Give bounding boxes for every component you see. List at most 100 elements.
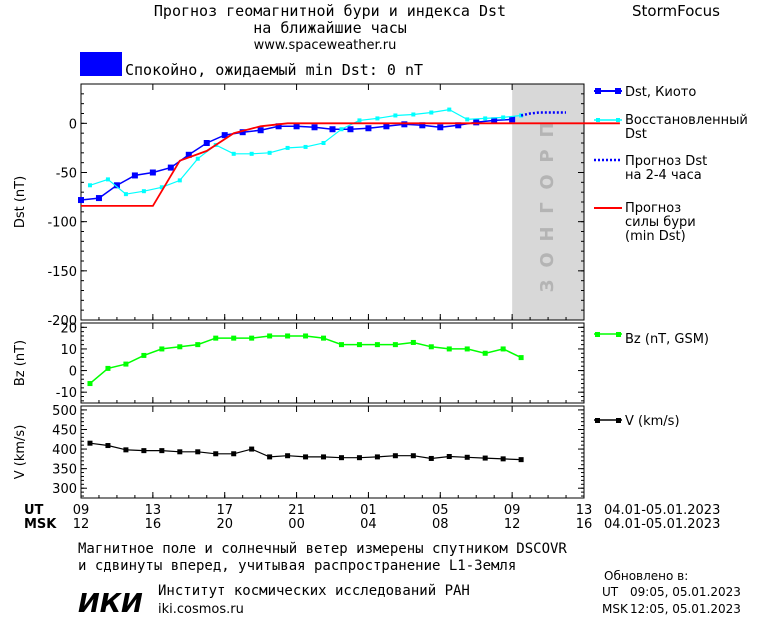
- bz-series-point-0: [249, 335, 255, 341]
- dst-series-point-0: [221, 132, 228, 139]
- dst-series-point-1: [267, 150, 272, 155]
- x-tick-label-ut: 09: [73, 503, 90, 518]
- v-series-point-0: [285, 453, 291, 459]
- v-series-point-0: [392, 453, 398, 459]
- x-tick-label-msk: 16: [145, 517, 162, 532]
- x-tick-label-ut: 17: [216, 503, 233, 518]
- dst-series-point-0: [401, 121, 408, 128]
- dst-series-point-0: [239, 129, 246, 136]
- dst-series-point-1: [105, 177, 110, 182]
- bz-ylabel: Bz (nT): [13, 340, 28, 386]
- dst-series-point-1: [411, 112, 416, 117]
- bz-ytick-label: 0: [69, 365, 77, 380]
- forecast-band-letter: Р: [537, 149, 558, 162]
- legend-marker-dst-kyoto: [595, 88, 601, 94]
- dst-series-point-0: [167, 164, 174, 171]
- v-series-point-0: [374, 454, 380, 460]
- v-series-point-0: [428, 455, 434, 461]
- dst-series-point-0: [149, 169, 156, 176]
- forecast-band-letter: З: [537, 280, 558, 293]
- updated-msk-label: MSK: [602, 602, 629, 616]
- institute-name: Институт космических исследований РАН: [158, 583, 470, 599]
- dst-ylabel: Dst (nT): [13, 176, 28, 228]
- status-color-box: [80, 52, 122, 76]
- dst-series-point-0: [329, 126, 336, 133]
- institute-site: iki.cosmos.ru: [158, 602, 244, 617]
- bz-series-point-0: [518, 355, 524, 361]
- forecast-band-letter: Г: [537, 202, 558, 213]
- legend-marker-bz: [595, 332, 600, 337]
- v-series-point-0: [159, 448, 165, 454]
- bz-series-point-0: [303, 333, 309, 339]
- legend-label-v: V (km/s): [625, 414, 680, 429]
- dst-ytick-label: -50: [56, 167, 77, 182]
- dst-series-point-1: [429, 110, 434, 115]
- dst-series-line-1: [89, 108, 522, 195]
- legend-marker-v-2: [616, 418, 621, 423]
- v-series-point-0: [338, 455, 344, 461]
- v-series-point-0: [356, 455, 362, 461]
- bz-series-point-0: [213, 335, 219, 341]
- dst-series-point-0: [383, 123, 390, 130]
- x-axis-range-ut: 04.01-05.01.2023: [604, 503, 720, 518]
- bz-series-point-0: [500, 346, 506, 352]
- v-series-point-0: [249, 446, 255, 452]
- dst-series-point-0: [185, 151, 192, 158]
- dst-series-point-0: [473, 119, 480, 126]
- x-tick-label-msk: 08: [432, 517, 449, 532]
- bz-series-point-0: [141, 352, 147, 358]
- dst-series-line-3: [81, 122, 620, 207]
- iki-logo: ИКИ: [78, 589, 143, 619]
- dst-series-point-0: [203, 140, 210, 146]
- forecast-band-letter: О: [537, 252, 558, 267]
- dst-series-point-1: [177, 178, 182, 183]
- bz-series-point-0: [356, 342, 362, 348]
- v-series-point-0: [105, 443, 111, 449]
- bz-series-point-0: [177, 344, 183, 350]
- chart-title-line2: на ближайшие часы: [253, 19, 407, 37]
- bz-series-point-0: [195, 342, 201, 348]
- dst-series-point-1: [357, 118, 362, 123]
- v-legend: V (km/s): [594, 414, 680, 429]
- dst-series-point-0: [491, 117, 498, 124]
- dst-series-point-1: [285, 145, 290, 150]
- dst-series-point-0: [347, 126, 354, 133]
- v-series-point-0: [500, 456, 506, 462]
- x-tick-label-ut: 13: [145, 503, 162, 518]
- dst-series-point-0: [113, 182, 120, 189]
- chart-title-line1: Прогноз геомагнитной бури и индекса Dst: [154, 2, 506, 20]
- bz-series-point-0: [159, 346, 165, 352]
- dst-series-point-0: [365, 125, 372, 132]
- bz-series-point-0: [321, 335, 327, 341]
- dst-series-point-1: [321, 141, 326, 145]
- dst-series-point-1: [303, 144, 308, 149]
- bz-panel: 20 10 0 -10 Bz (nT): [13, 321, 585, 404]
- legend-marker-bz-2: [616, 332, 621, 337]
- v-series-point-0: [518, 457, 524, 463]
- bz-series-point-0: [374, 342, 380, 348]
- bz-series-point-0: [464, 346, 470, 352]
- legend-label-dst-restored: Восстановленный Dst: [625, 113, 748, 142]
- dst-series-point-0: [509, 116, 516, 123]
- bz-series-point-0: [105, 365, 111, 371]
- x-tick-label-ut: 05: [432, 503, 449, 518]
- v-ytick-label: 400: [52, 443, 77, 458]
- bz-series-point-0: [446, 346, 452, 352]
- v-series-point-0: [195, 449, 201, 455]
- dst-series-point-0: [95, 195, 102, 202]
- v-series-point-0: [482, 455, 488, 461]
- bz-ytick-label: 20: [60, 321, 77, 336]
- bz-series-line-0: [89, 335, 522, 385]
- dst-ytick-label: -150: [47, 265, 77, 280]
- dst-series-point-1: [249, 151, 254, 156]
- v-series-point-0: [231, 451, 237, 457]
- x-tick-label-msk: 12: [73, 517, 90, 532]
- source-url: www.spaceweather.ru: [254, 38, 397, 53]
- legend-marker-dst-restored-2: [616, 118, 620, 122]
- dst-series-point-0: [131, 172, 138, 179]
- forecast-band-letter: Н: [537, 226, 558, 241]
- status-text: Спокойно, ожидаемый min Dst: 0 nT: [125, 61, 423, 79]
